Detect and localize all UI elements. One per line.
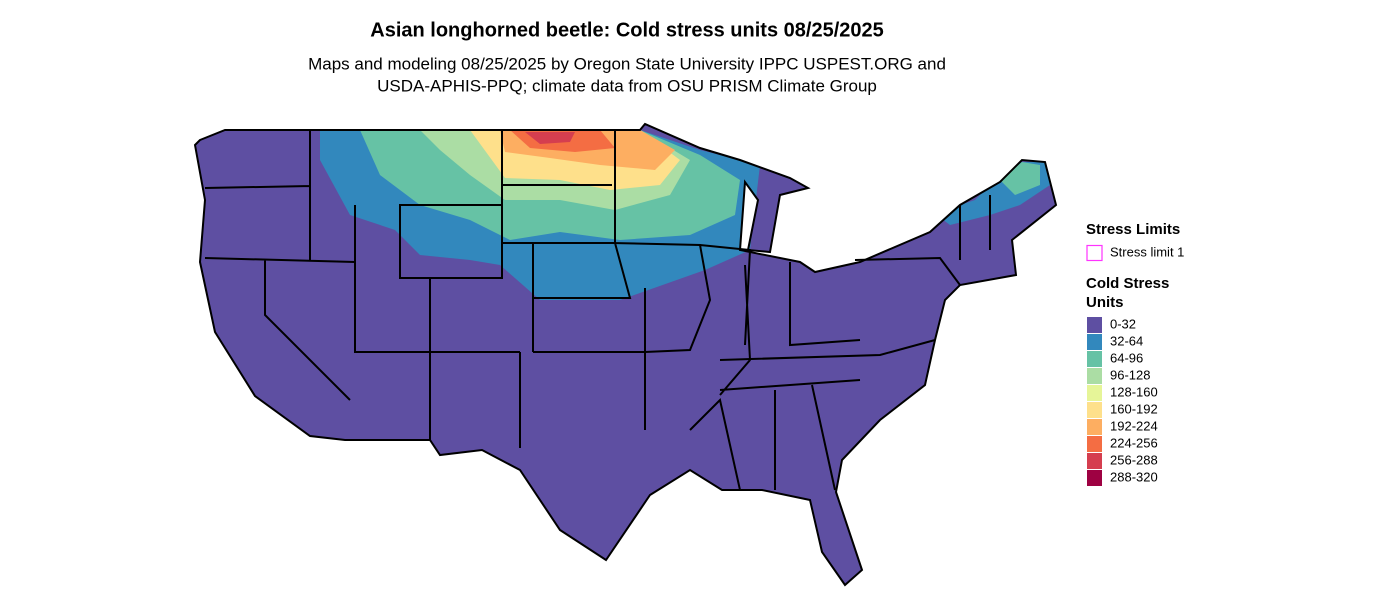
class-swatch (1087, 419, 1102, 435)
legend-label: 128-160 (1110, 384, 1158, 399)
class-swatch (1087, 368, 1102, 384)
legend-title: Stress Limits (1086, 221, 1180, 238)
class-swatch (1087, 351, 1102, 367)
legend-label: 288-320 (1110, 469, 1158, 484)
state-borders (193, 122, 1058, 587)
stress-swatch (1086, 244, 1103, 262)
map-subtitle: Maps and modeling 08/25/2025 by Oregon S… (308, 54, 946, 73)
legend-label: 32-64 (1110, 333, 1143, 348)
class-swatch (1087, 436, 1102, 452)
legend-label: Stress limit 1 (1110, 244, 1184, 259)
legend-title: Cold Stress (1086, 275, 1169, 292)
legend-label: 256-288 (1110, 452, 1158, 467)
class-swatch (1087, 385, 1102, 401)
class-swatch (1087, 453, 1102, 469)
legend: Stress Limits Cold Stress Units Stress l… (1086, 221, 1184, 486)
legend-title: Units (1086, 294, 1124, 311)
legend-label: 0-32 (1110, 316, 1136, 331)
map-title: Asian longhorned beetle: Cold stress uni… (370, 19, 884, 41)
class-swatch (1087, 334, 1102, 350)
class-swatch (1087, 402, 1102, 418)
legend-label: 64-96 (1110, 350, 1143, 365)
legend-label: 224-256 (1110, 435, 1158, 450)
map-subtitle: USDA-APHIS-PPQ; climate data from OSU PR… (377, 76, 877, 95)
legend-label: 160-192 (1110, 401, 1158, 416)
class-swatch (1087, 317, 1102, 333)
legend-label: 192-224 (1110, 418, 1158, 433)
legend-label: 96-128 (1110, 367, 1150, 382)
class-swatch (1087, 470, 1102, 486)
